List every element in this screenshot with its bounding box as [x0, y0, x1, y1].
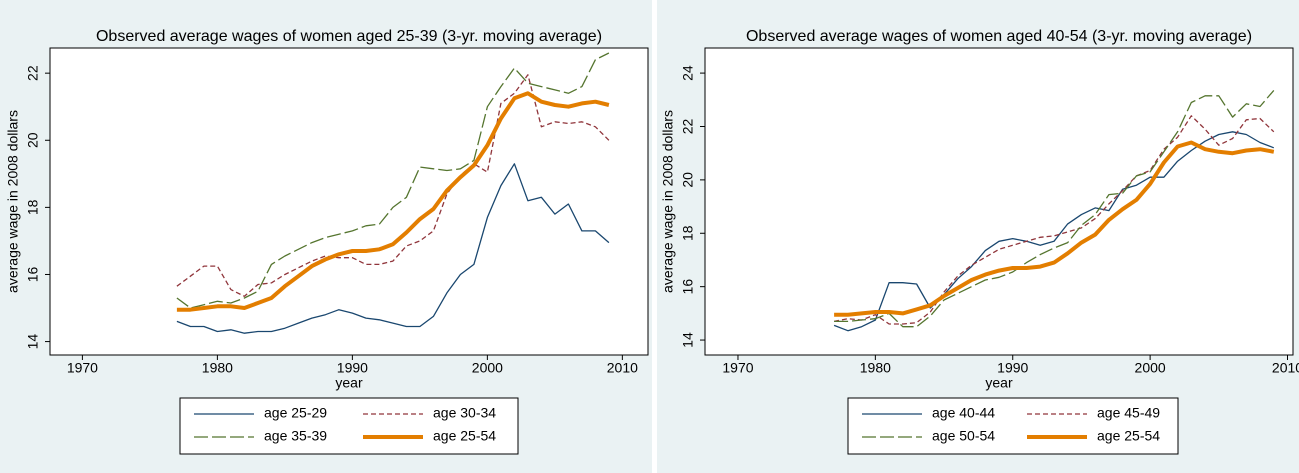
chart-title: Observed average wages of women aged 40-… — [746, 28, 1252, 45]
y-tick-label: 14 — [680, 332, 696, 348]
legend-label: age 40-44 — [932, 405, 995, 421]
y-tick-label: 16 — [680, 279, 696, 295]
legend-label: age 25-54 — [433, 428, 496, 444]
x-tick-label: 2000 — [472, 360, 503, 376]
y-tick-label: 18 — [680, 225, 696, 241]
chart-title: Observed average wages of women aged 25-… — [96, 28, 602, 45]
legend-label: age 25-29 — [264, 405, 327, 421]
series-line — [176, 52, 610, 309]
plot-area — [704, 47, 1294, 356]
legend-label: age 25-54 — [1097, 428, 1160, 444]
series-line — [176, 163, 610, 334]
y-tick-label: 22 — [25, 65, 41, 81]
legend-label: age 45-49 — [1097, 405, 1160, 421]
series-line — [834, 140, 1275, 317]
x-tick-label: 1980 — [860, 360, 891, 376]
y-tick-label: 18 — [25, 199, 41, 215]
x-tick-label: 1970 — [722, 360, 753, 376]
y-tick-label: 20 — [680, 172, 696, 188]
legend-box — [179, 397, 519, 455]
x-tick-label: 1970 — [67, 360, 98, 376]
legend-label: age 30-34 — [433, 405, 496, 421]
x-axis-label: year — [985, 375, 1013, 391]
y-tick-label: 24 — [680, 65, 696, 81]
series-line — [834, 89, 1275, 328]
legend-label: age 35-39 — [264, 428, 327, 444]
x-tick-label: 2010 — [1272, 360, 1299, 376]
x-tick-label: 2000 — [1135, 360, 1166, 376]
series-line — [833, 131, 1275, 332]
series-line — [176, 91, 610, 312]
y-tick-label: 20 — [25, 132, 41, 148]
y-axis-label: average wage in 2008 dollars — [5, 110, 21, 293]
x-tick-label: 1980 — [202, 360, 233, 376]
x-tick-label: 1990 — [337, 360, 368, 376]
series-line — [176, 74, 610, 297]
y-axis-label: average wage in 2008 dollars — [660, 110, 676, 293]
x-tick-label: 2010 — [607, 360, 638, 376]
y-tick-label: 22 — [680, 118, 696, 134]
plot-area — [49, 47, 649, 356]
legend-box — [847, 397, 1179, 455]
x-tick-label: 1990 — [997, 360, 1028, 376]
legend-label: age 50-54 — [932, 428, 995, 444]
y-tick-label: 16 — [25, 266, 41, 282]
series-line — [833, 115, 1275, 325]
y-tick-label: 14 — [25, 334, 41, 350]
x-axis-label: year — [335, 375, 363, 391]
